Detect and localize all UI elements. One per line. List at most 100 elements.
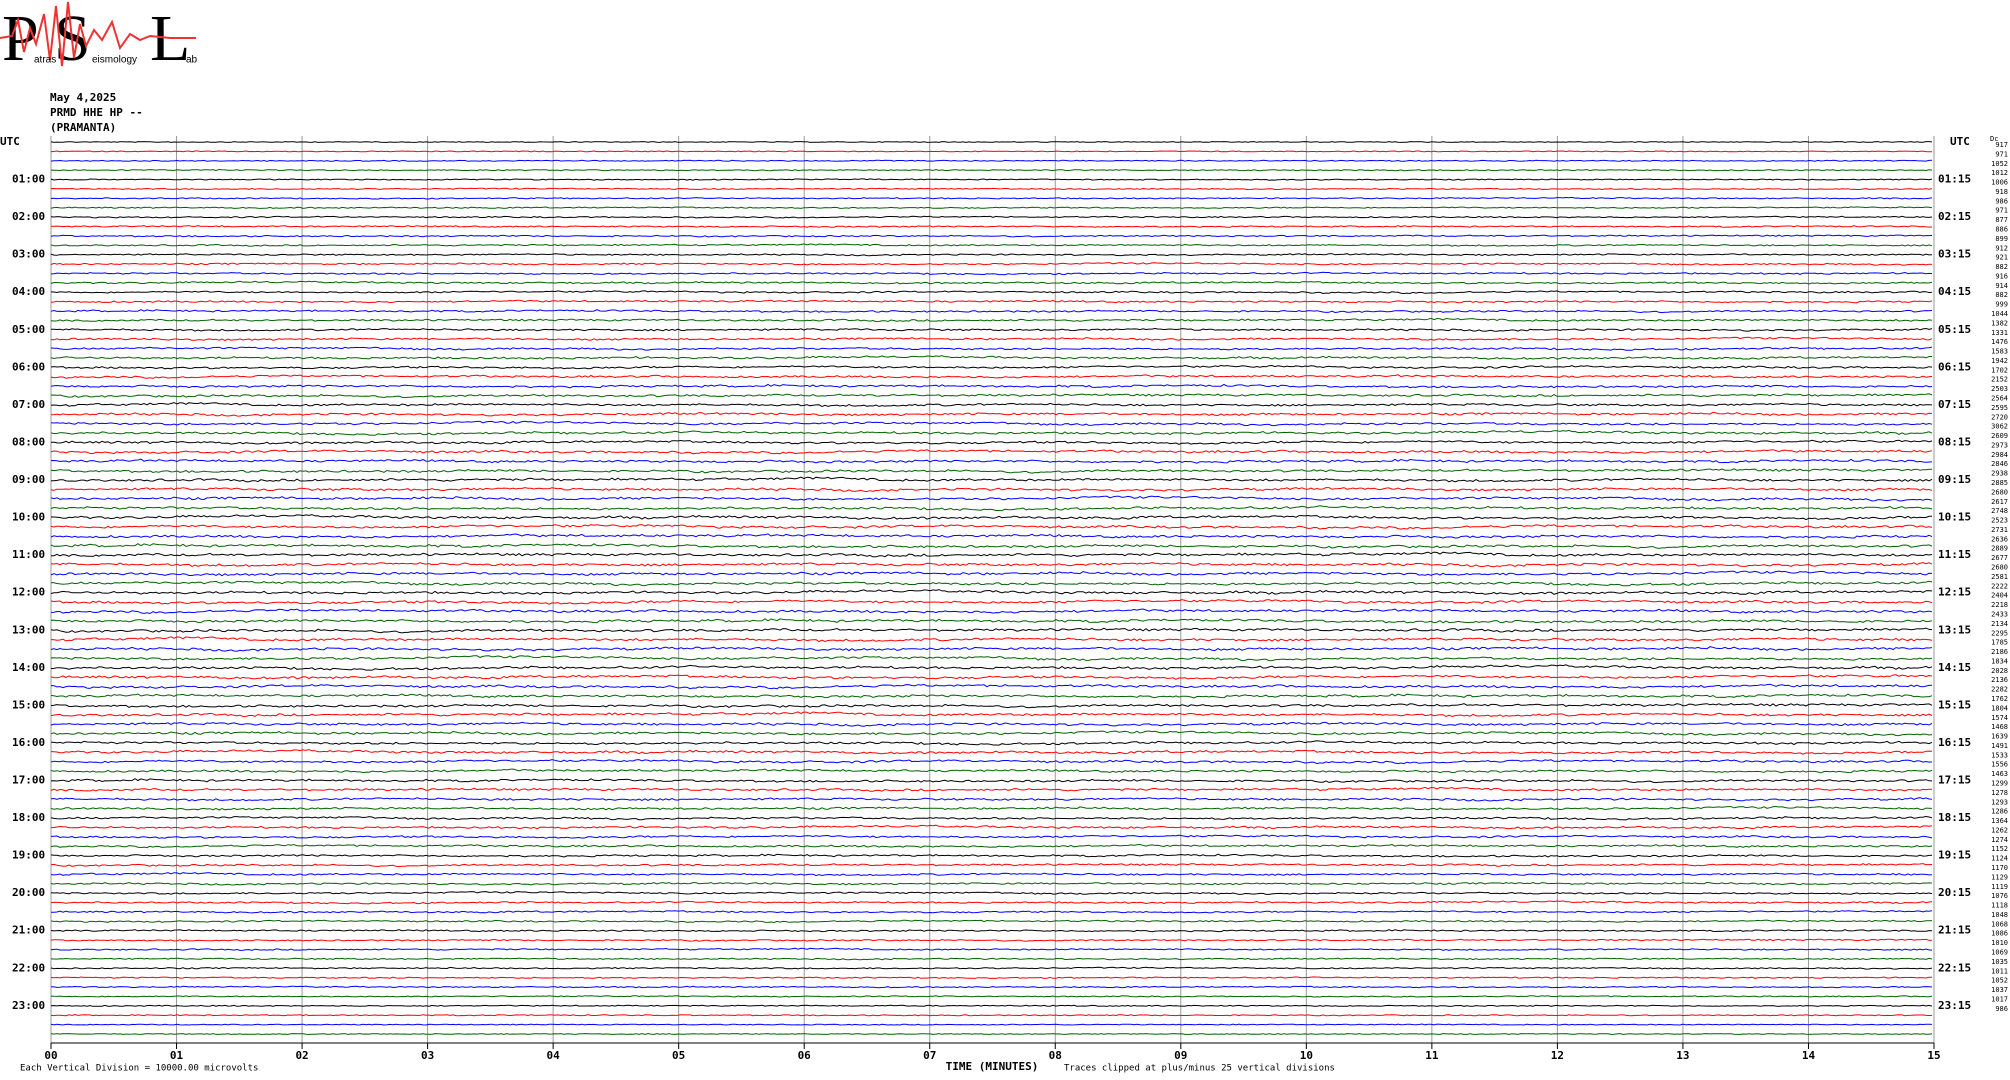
left-time-label: 02:00 <box>12 210 45 223</box>
trace-label: 1086 <box>1991 930 2008 938</box>
trace-label: 1785 <box>1991 639 2008 647</box>
trace-label: 1468 <box>1991 723 2008 731</box>
left-time-label: 09:00 <box>12 473 45 486</box>
trace <box>50 976 1932 980</box>
logo-word: eismology <box>92 55 137 66</box>
trace-label: 1012 <box>1991 169 2008 177</box>
right-time-label: 12:15 <box>1938 586 1971 599</box>
trace <box>50 947 1933 951</box>
right-time-label: 15:15 <box>1938 698 1971 711</box>
trace <box>50 985 1933 989</box>
right-time-label: 02:15 <box>1938 210 1971 223</box>
right-corner: Dc <box>1990 135 1998 143</box>
trace <box>50 495 1933 502</box>
trace <box>50 253 1933 257</box>
right-time-label: 20:15 <box>1938 886 1971 899</box>
trace <box>50 618 1933 624</box>
trace <box>50 355 1932 360</box>
trace <box>50 468 1933 474</box>
left-time-label: 10:00 <box>12 511 45 524</box>
trace <box>51 476 1933 483</box>
trace-label: 1052 <box>1991 160 2008 168</box>
trace-label: 882 <box>1995 291 2008 299</box>
trace <box>50 711 1933 718</box>
trace <box>50 487 1933 493</box>
trace-label: 986 <box>1995 197 2008 205</box>
trace <box>50 1014 1933 1017</box>
trace-label: 1639 <box>1991 733 2008 741</box>
trace <box>50 797 1933 802</box>
left-time-label: 19:00 <box>12 849 45 862</box>
trace-label: 2152 <box>1991 376 2008 384</box>
trace-label: 2595 <box>1991 404 2008 412</box>
x-tick-label: 09 <box>1174 1049 1187 1062</box>
trace <box>50 721 1933 727</box>
trace <box>50 778 1933 784</box>
trace <box>50 957 1933 961</box>
trace-label: 1124 <box>1991 855 2008 863</box>
trace <box>50 271 1933 276</box>
footer-right: Traces clipped at plus/minus 25 vertical… <box>1064 1064 1335 1074</box>
trace <box>50 505 1933 512</box>
logo-letter: P <box>2 2 39 75</box>
trace <box>50 309 1933 314</box>
trace-label: 1278 <box>1991 789 2008 797</box>
trace <box>50 364 1933 370</box>
trace-label: 2136 <box>1991 676 2008 684</box>
trace <box>51 225 1933 228</box>
right-time-label: 01:15 <box>1938 173 1971 186</box>
left-time-label: 14:00 <box>12 661 45 674</box>
right-time-label: 22:15 <box>1938 961 1971 974</box>
trace <box>50 749 1933 755</box>
trace-label: 2295 <box>1991 629 2008 637</box>
trace <box>50 206 1933 209</box>
trace <box>50 872 1933 877</box>
left-time-label: 16:00 <box>12 736 45 749</box>
trace-label: 2282 <box>1991 686 2008 694</box>
trace-label: 2222 <box>1991 582 2008 590</box>
trace <box>50 863 1933 868</box>
trace-label: 2218 <box>1991 601 2008 609</box>
left-header: UTC <box>0 135 20 148</box>
logo-wave <box>0 1 196 67</box>
trace <box>50 664 1933 671</box>
x-tick-label: 15 <box>1927 1049 1940 1062</box>
right-time-label: 05:15 <box>1938 323 1971 336</box>
trace <box>50 730 1933 737</box>
trace-label: 999 <box>1995 301 2008 309</box>
trace <box>50 740 1933 746</box>
trace <box>50 995 1933 998</box>
trace-label: 2503 <box>1991 385 2008 393</box>
trace <box>51 327 1933 332</box>
left-time-label: 04:00 <box>12 285 45 298</box>
trace <box>50 383 1933 389</box>
trace <box>50 243 1933 247</box>
x-tick-label: 13 <box>1676 1049 1689 1062</box>
trace <box>50 449 1933 455</box>
right-time-label: 04:15 <box>1938 285 1971 298</box>
trace-label: 1069 <box>1991 948 2008 956</box>
trace-label: 2885 <box>1991 479 2008 487</box>
trace <box>50 853 1933 858</box>
trace <box>50 881 1933 886</box>
logo-word: atras <box>34 55 56 66</box>
trace-label: 1942 <box>1991 357 2008 365</box>
trace-label: 1533 <box>1991 751 2008 759</box>
trace <box>50 178 1933 181</box>
left-time-label: 07:00 <box>12 398 45 411</box>
trace <box>50 215 1933 219</box>
trace <box>50 580 1933 587</box>
trace-label: 1006 <box>1991 179 2008 187</box>
trace <box>50 402 1933 408</box>
trace-label: 1762 <box>1991 695 2008 703</box>
trace <box>50 919 1933 924</box>
trace <box>50 336 1933 341</box>
x-tick-label: 04 <box>547 1049 561 1062</box>
left-time-label: 17:00 <box>12 773 45 786</box>
trace-label: 916 <box>1995 272 2008 280</box>
trace-label: 1170 <box>1991 864 2008 872</box>
trace-label: 2680 <box>1991 564 2008 572</box>
trace <box>50 299 1933 304</box>
trace <box>51 514 1933 521</box>
trace <box>50 234 1933 238</box>
